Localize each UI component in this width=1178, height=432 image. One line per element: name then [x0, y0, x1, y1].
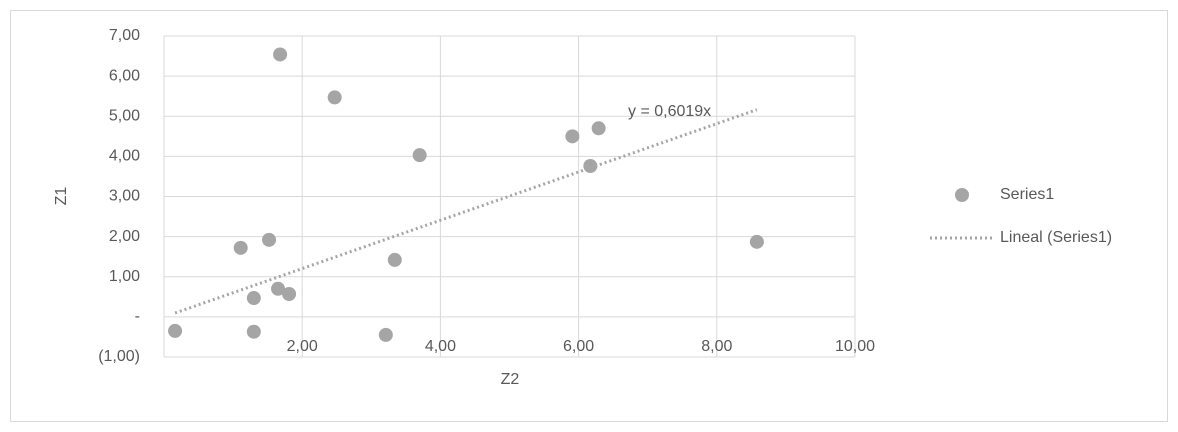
point [271, 281, 286, 296]
point [387, 252, 402, 267]
y-tick-label: 7,00 [109, 27, 140, 44]
y-tick-label: - [135, 308, 140, 325]
x-tick-label: 2,00 [287, 338, 318, 355]
point [565, 129, 580, 144]
point [583, 159, 598, 174]
point [233, 240, 248, 255]
x-tick-label: 4,00 [425, 338, 456, 355]
point [591, 121, 606, 136]
point [246, 324, 261, 339]
legend-marker [955, 188, 969, 202]
chart-border [10, 10, 1168, 422]
trendline-equation: y = 0,6019x [628, 103, 711, 120]
point [378, 327, 393, 342]
y-tick-label: 6,00 [109, 67, 140, 84]
y-tick-label: 1,00 [109, 268, 140, 285]
x-tick-label: 8,00 [701, 338, 732, 355]
y-tick-label: 4,00 [109, 148, 140, 165]
point [246, 291, 261, 306]
y-tick-label: (1,00) [98, 348, 140, 365]
point [412, 148, 427, 163]
y-tick-label: 3,00 [109, 188, 140, 205]
y-tick-label: 5,00 [109, 107, 140, 124]
point [168, 323, 183, 338]
point [273, 47, 288, 62]
point [327, 90, 342, 105]
point [262, 232, 277, 247]
x-tick-label: 10,00 [835, 338, 875, 355]
point [749, 234, 764, 249]
legend-label: Lineal (Series1) [1000, 229, 1112, 246]
legend-label: Series1 [1000, 186, 1054, 203]
point [282, 287, 297, 302]
x-tick-label: 6,00 [563, 338, 594, 355]
y-axis-title: Z1 [53, 187, 70, 206]
x-axis-title: Z2 [501, 371, 520, 388]
y-tick-label: 2,00 [109, 228, 140, 245]
